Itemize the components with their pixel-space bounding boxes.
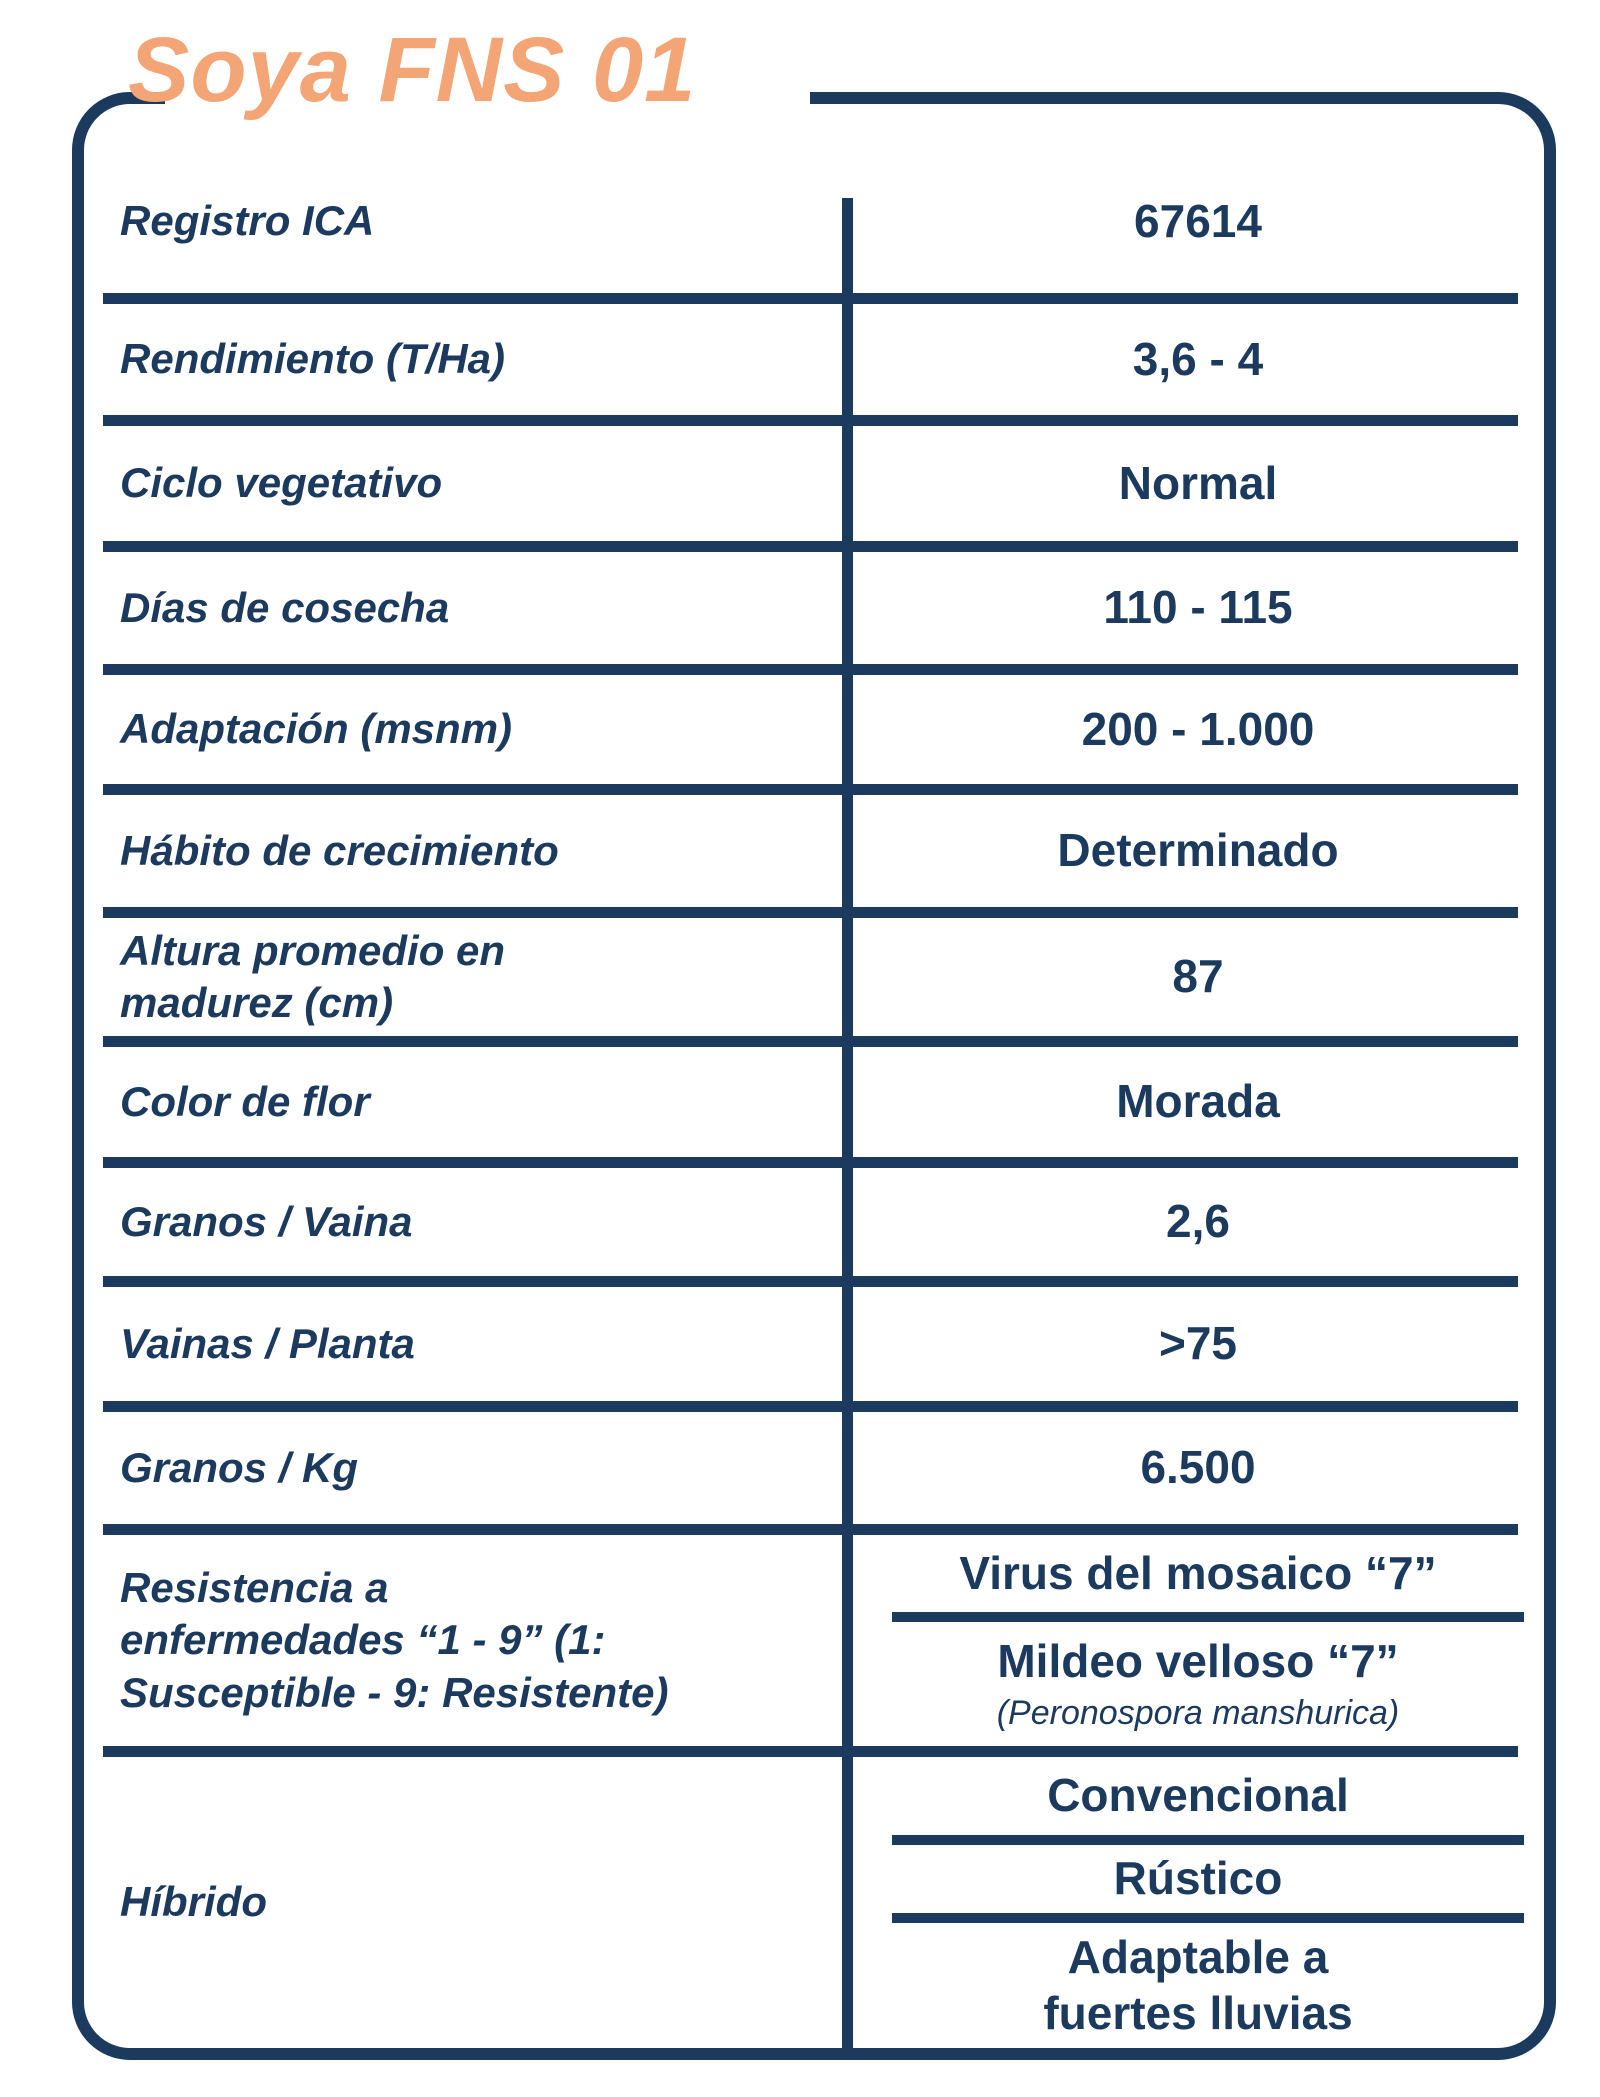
row-divider — [103, 664, 1518, 675]
row-divider — [103, 907, 1518, 918]
subrow-divider — [892, 1835, 1524, 1845]
row-value-altura: 87 — [1172, 950, 1224, 1003]
mildeo-velloso-text: Mildeo velloso “7” — [997, 1635, 1399, 1687]
row-divider — [103, 1401, 1518, 1412]
row-value-ciclo: Normal — [1118, 456, 1278, 509]
row-label-vainas-planta: Vainas / Planta — [120, 1319, 415, 1367]
title-border-gap — [165, 86, 810, 112]
row-value-dias-cosecha: 110 - 115 — [1103, 581, 1293, 634]
row-value-adaptacion: 200 - 1.000 — [1081, 702, 1315, 755]
row-divider — [103, 784, 1518, 795]
row-value-virus-mosaico: Virus del mosaico “7” — [959, 1546, 1437, 1599]
peronospora-subnote: (Peronospora manshurica) — [996, 1694, 1400, 1733]
row-divider — [103, 1276, 1518, 1287]
subrow-divider — [892, 1913, 1524, 1923]
row-divider — [103, 541, 1518, 552]
row-label-dias-cosecha: Días de cosecha — [120, 583, 450, 631]
row-divider — [103, 415, 1518, 426]
row-value-vainas-planta: >75 — [1158, 1317, 1238, 1370]
row-label-hibrido: Híbrido — [120, 1878, 267, 1926]
row-value-adaptable: Adaptable a fuertes lluvias — [1043, 1931, 1353, 2039]
row-value-habito: Determinado — [1057, 824, 1339, 877]
row-value-rustico: Rústico — [1113, 1852, 1283, 1905]
row-value-convencional: Convencional — [1047, 1769, 1349, 1822]
row-value-rendimiento: 3,6 - 4 — [1132, 332, 1264, 385]
subrow-divider — [892, 1612, 1524, 1622]
row-divider — [103, 293, 1518, 304]
column-divider — [842, 198, 853, 2048]
row-divider — [103, 1157, 1518, 1168]
row-divider — [103, 1746, 1518, 1757]
row-label-ciclo: Ciclo vegetativo — [120, 459, 443, 507]
row-label-granos-kg: Granos / Kg — [120, 1443, 359, 1491]
page-title: Soya FNS 01 — [128, 19, 697, 121]
row-value-registro-ica: 67614 — [1134, 194, 1262, 247]
row-label-rendimiento: Rendimiento (T/Ha) — [120, 335, 505, 383]
row-label-registro-ica: Registro ICA — [120, 197, 375, 245]
row-label-resistencia: Resistencia a enfermedades “1 - 9” (1: S… — [120, 1563, 669, 1716]
row-label-altura: Altura promedio en madurez (cm) — [120, 926, 506, 1027]
row-divider — [103, 1524, 1518, 1535]
row-label-granos-vaina: Granos / Vaina — [120, 1197, 413, 1245]
row-value-mildeo-velloso: Mildeo velloso “7” (Peronospora manshuri… — [858, 1622, 1538, 1746]
row-value-granos-kg: 6.500 — [1140, 1441, 1256, 1494]
row-label-color-flor: Color de flor — [120, 1077, 370, 1125]
row-value-color-flor: Morada — [1116, 1075, 1280, 1128]
row-label-habito: Hábito de crecimiento — [120, 826, 559, 874]
row-divider — [103, 1036, 1518, 1047]
row-label-adaptacion: Adaptación (msnm) — [120, 705, 513, 753]
row-value-granos-vaina: 2,6 — [1166, 1195, 1230, 1248]
